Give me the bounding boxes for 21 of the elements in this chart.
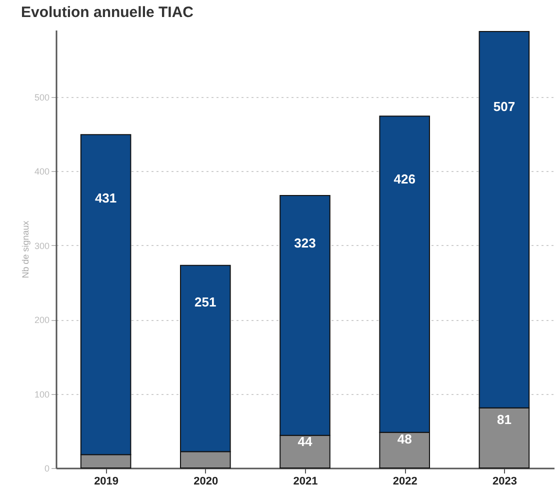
data-label: 507 <box>493 98 516 114</box>
x-tick-label: 2022 <box>392 476 418 488</box>
x-tick-label: 2019 <box>94 476 119 488</box>
data-label: 251 <box>194 294 216 310</box>
data-label: 431 <box>94 190 117 206</box>
y-axis-title: Nb de signaux <box>20 220 30 278</box>
x-tick-label: 2020 <box>194 476 218 488</box>
y-tick-label: 0 <box>44 464 50 474</box>
x-tick-label: 2021 <box>293 476 318 488</box>
data-label: 44 <box>298 434 313 449</box>
y-tick-label: 400 <box>34 166 50 177</box>
data-label: 48 <box>397 431 412 446</box>
data-label: 323 <box>294 236 316 251</box>
y-tick-label: 500 <box>34 92 50 102</box>
data-label: 81 <box>496 412 512 427</box>
chart-title: Evolution annuelle TIAC <box>20 4 194 21</box>
y-tick-label: 300 <box>34 240 50 251</box>
x-tick-label: 2023 <box>492 476 517 488</box>
y-tick-label: 100 <box>34 389 50 400</box>
data-label: 426 <box>394 171 416 186</box>
y-tick-label: 200 <box>34 315 50 326</box>
